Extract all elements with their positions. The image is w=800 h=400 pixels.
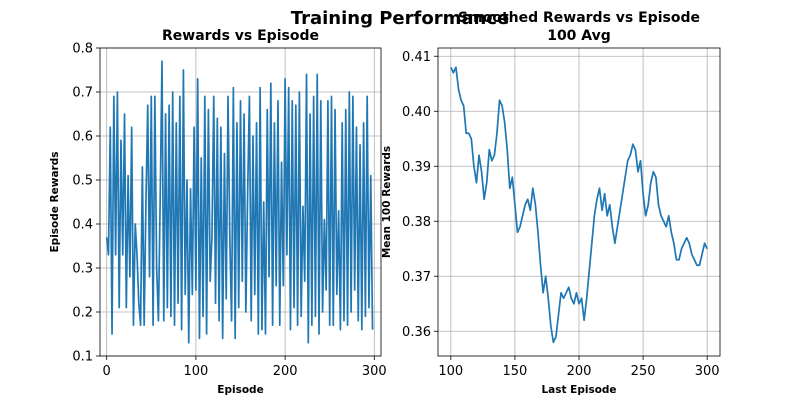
figure-suptitle: Training Performance [291,8,509,29]
rewards-vs-episode-axes: 0 100 200 300 0.1 0.2 0.3 0.4 0.5 0.6 0.7 0.8 Reward… [49,28,387,396]
smoothed-rewards-axes: 100 150 200 250 300 0.36 0.37 0.38 0.39 0.40 0.41 S… [381,10,721,396]
y-tick-label: 0.40 [402,105,431,120]
y-tick-label: 0.5 [72,174,93,189]
y-axis-label: Mean 100 Rewards [381,146,393,258]
y-tick-label: 0.4 [72,218,93,233]
y-tick-label: 0.2 [72,306,93,321]
axes-title: Smoothed Rewards vs Episode [458,10,700,26]
x-tick-label: 300 [695,364,720,379]
axes-title: 100 Avg [547,28,611,44]
x-tick-label: 200 [273,364,298,379]
y-tick-label: 0.8 [72,42,93,57]
x-tick-label: 100 [183,364,208,379]
y-axis-label: Episode Rewards [49,152,61,253]
x-tick-label: 0 [103,364,111,379]
y-tick-label: 0.3 [72,262,93,277]
y-tick-label: 0.41 [402,50,431,65]
y-tick-label: 0.6 [72,130,93,145]
y-tick-label: 0.36 [402,325,431,340]
series-line [450,66,708,344]
y-tick-label: 0.1 [72,350,93,365]
y-tick-label: 0.37 [402,270,431,285]
y-tick-label: 0.7 [72,86,93,101]
x-tick-label: 200 [567,364,592,379]
y-tick-label: 0.39 [402,160,431,175]
y-tick-label: 0.38 [402,215,431,230]
x-tick-label: 300 [362,364,387,379]
series-line [105,60,374,344]
x-tick-label: 250 [631,364,656,379]
axes-title: Rewards vs Episode [162,28,319,44]
x-tick-label: 150 [502,364,527,379]
x-tick-label: 100 [438,364,463,379]
axes-frame [99,47,382,357]
x-axis-label: Episode [217,384,263,396]
x-axis-label: Last Episode [541,384,616,396]
